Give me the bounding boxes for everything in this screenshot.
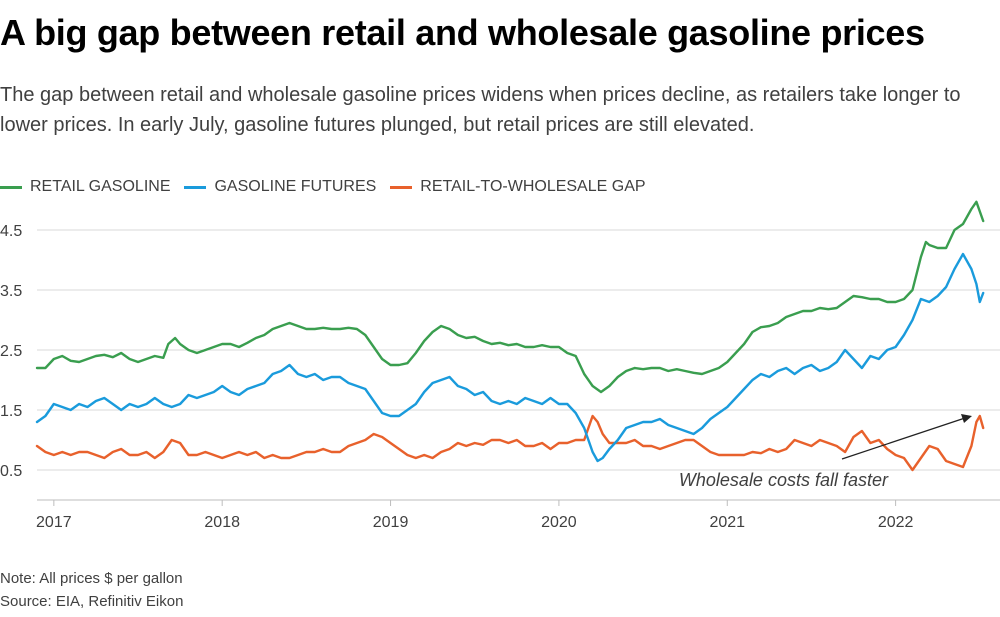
legend-label-retail: RETAIL GASOLINE bbox=[30, 178, 171, 195]
annotation-text: Wholesale costs fall faster bbox=[679, 470, 889, 490]
legend-item-futures: GASOLINE FUTURES bbox=[184, 178, 376, 196]
chart-legend: RETAIL GASOLINE GASOLINE FUTURES RETAIL-… bbox=[0, 175, 660, 199]
legend-label-gap: RETAIL-TO-WHOLESALE GAP bbox=[420, 178, 646, 195]
series-line-gasoline-futures bbox=[35, 252, 985, 463]
series-line-retail-gasoline bbox=[35, 200, 985, 394]
footnote-units: Note: All prices $ per gallon bbox=[0, 570, 183, 587]
y-axis-ticks: 0.5 1.5 2.5 3.5 4.5 bbox=[0, 223, 22, 480]
legend-swatch-retail bbox=[0, 185, 22, 189]
x-tick-label: 2022 bbox=[878, 514, 914, 531]
legend-swatch-futures bbox=[184, 185, 207, 189]
legend-label-futures: GASOLINE FUTURES bbox=[214, 178, 377, 195]
y-tick-label: 0.5 bbox=[0, 463, 22, 480]
x-tick-label: 2020 bbox=[541, 514, 577, 531]
x-tick-label: 2021 bbox=[709, 514, 745, 531]
legend-swatch-gap bbox=[390, 185, 413, 189]
annotation-arrow-head bbox=[961, 414, 972, 423]
x-tick-label: 2019 bbox=[373, 514, 409, 531]
footnote-source: Source: EIA, Refinitiv Eikon bbox=[0, 593, 184, 610]
y-tick-label: 4.5 bbox=[0, 223, 22, 240]
x-axis-ticks: 2017 2018 2019 2020 2021 2022 bbox=[36, 500, 914, 531]
legend-item-retail: RETAIL GASOLINE bbox=[0, 178, 170, 196]
chart-subtitle: The gap between retail and wholesale gas… bbox=[0, 84, 961, 136]
y-tick-label: 3.5 bbox=[0, 283, 22, 300]
annotation: Wholesale costs fall faster bbox=[679, 414, 972, 490]
y-tick-label: 2.5 bbox=[0, 343, 22, 360]
chart-title: A big gap between retail and wholesale g… bbox=[0, 12, 925, 53]
series-lines bbox=[35, 200, 985, 472]
y-tick-label: 1.5 bbox=[0, 403, 22, 420]
legend-item-gap: RETAIL-TO-WHOLESALE GAP bbox=[390, 178, 646, 196]
line-chart: 0.5 1.5 2.5 3.5 4.5 2017 2018 2019 2020 2021 2022… bbox=[0, 200, 1000, 531]
gridlines bbox=[37, 229, 1000, 501]
x-tick-label: 2018 bbox=[204, 514, 240, 531]
x-tick-label: 2017 bbox=[36, 514, 72, 531]
series-line-retail-to-wholesale-gap bbox=[35, 414, 985, 472]
annotation-arrow-line bbox=[841, 417, 966, 460]
